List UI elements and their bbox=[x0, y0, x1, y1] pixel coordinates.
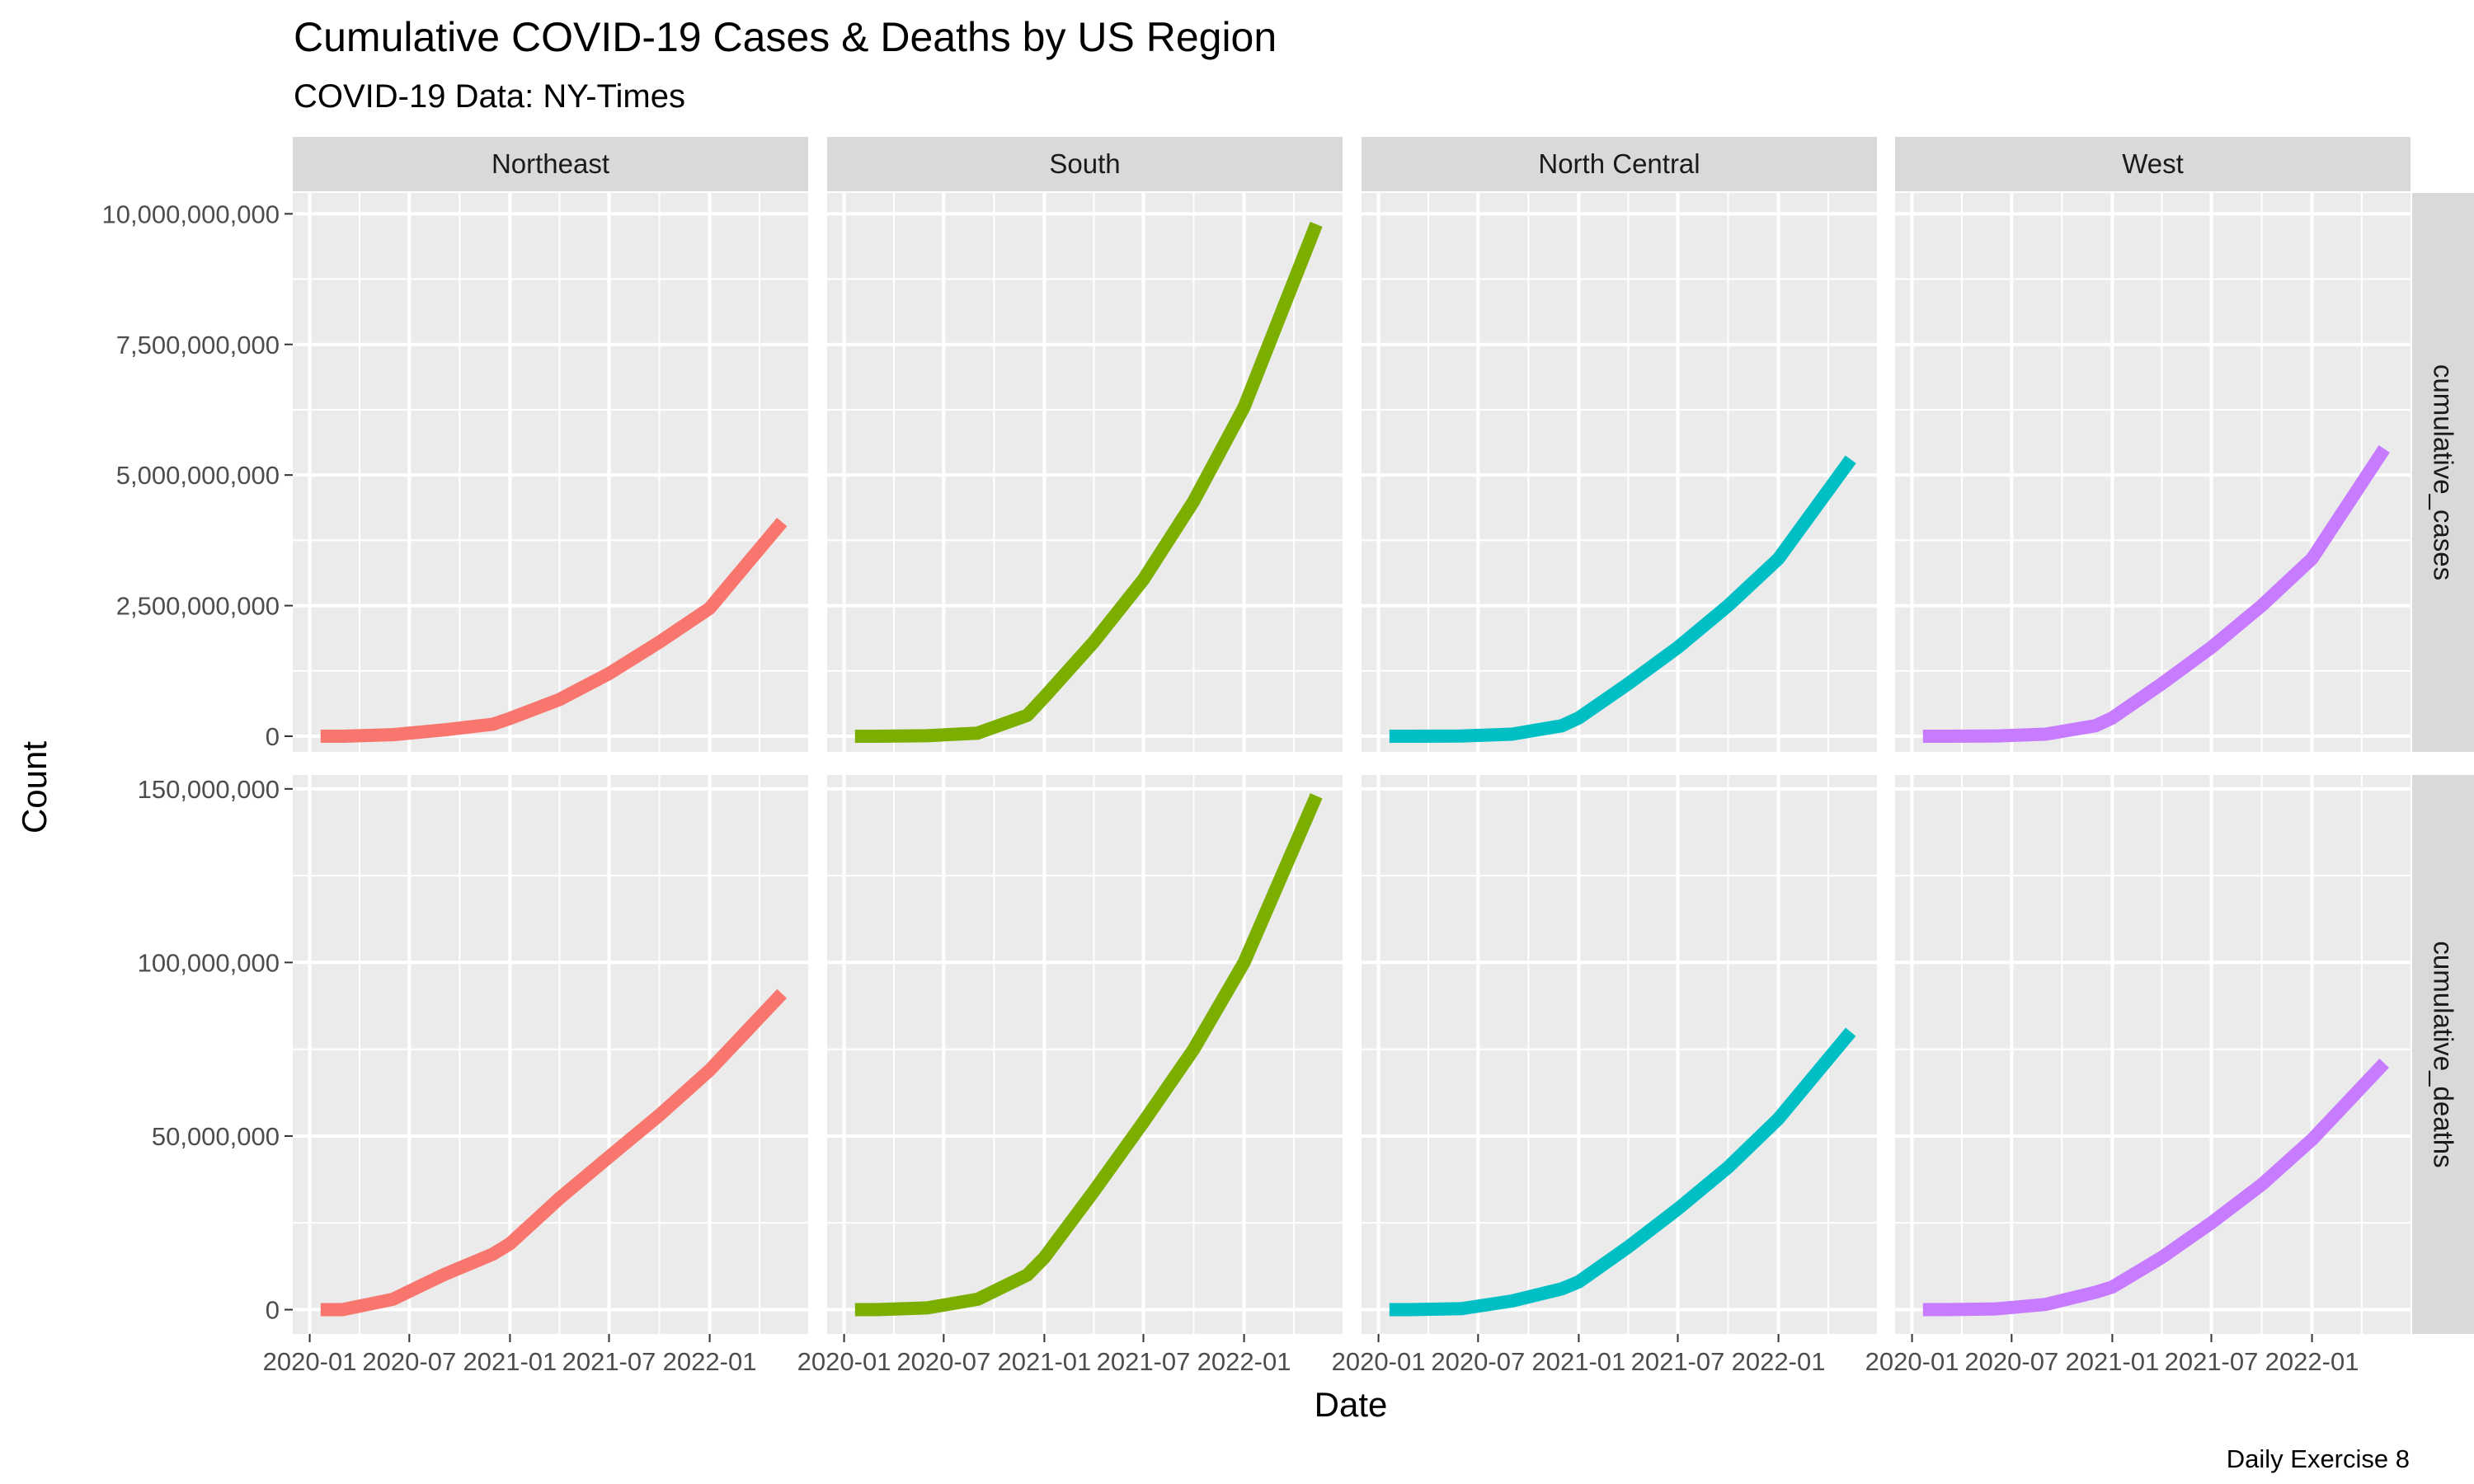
y-tick-label: 2,500,000,000 bbox=[116, 592, 280, 621]
x-tick-label: 2020-01 bbox=[1332, 1347, 1426, 1376]
caption: Daily Exercise 8 bbox=[2227, 1444, 2410, 1473]
panel-background bbox=[1362, 193, 1877, 752]
column-strip-label: West bbox=[2122, 148, 2184, 179]
series-line-north-central bbox=[1389, 1027, 1856, 1317]
y-tick-label: 0 bbox=[266, 722, 280, 751]
x-tick-label: 2020-07 bbox=[1431, 1347, 1525, 1376]
x-tick-label: 2021-07 bbox=[1097, 1347, 1191, 1376]
panel-background bbox=[1895, 775, 2411, 1334]
x-tick-label: 2020-01 bbox=[1865, 1347, 1959, 1376]
x-tick-label: 2022-01 bbox=[2265, 1347, 2359, 1376]
series-line-west bbox=[1922, 445, 2390, 743]
facet-grid: Northeast South North Central West cumulativ… bbox=[102, 137, 2474, 1376]
x-tick-label: 2021-01 bbox=[998, 1347, 1092, 1376]
panel-background bbox=[1895, 193, 2411, 752]
y-tick-label: 7,500,000,000 bbox=[116, 331, 280, 359]
x-tick-label: 2021-01 bbox=[1532, 1347, 1626, 1376]
series-line-north-central bbox=[1389, 455, 1856, 743]
x-tick-label: 2022-01 bbox=[663, 1347, 757, 1376]
x-tick-label: 2021-07 bbox=[2165, 1347, 2259, 1376]
x-tick-label: 2021-01 bbox=[463, 1347, 557, 1376]
y-tick-label: 10,000,000,000 bbox=[102, 200, 280, 228]
chart-title: Cumulative COVID-19 Cases & Deaths by US… bbox=[294, 14, 1277, 60]
series-line-northeast bbox=[320, 518, 788, 743]
y-tick-label: 0 bbox=[266, 1296, 280, 1325]
y-tick-label: 50,000,000 bbox=[152, 1122, 280, 1151]
x-tick-label: 2021-07 bbox=[1631, 1347, 1725, 1376]
series-line-northeast bbox=[320, 989, 788, 1317]
panel-background bbox=[293, 193, 808, 752]
x-tick-label: 2020-07 bbox=[1964, 1347, 2058, 1376]
x-tick-label: 2022-01 bbox=[1732, 1347, 1826, 1376]
row-strip-label: cumulative_deaths bbox=[2429, 941, 2459, 1167]
y-axis-title: Count bbox=[15, 741, 54, 834]
panel-background bbox=[827, 775, 1343, 1334]
column-strip-label: North Central bbox=[1538, 148, 1700, 179]
panel-background bbox=[827, 193, 1343, 752]
x-tick-label: 2022-01 bbox=[1197, 1347, 1291, 1376]
row-strip bbox=[2412, 193, 2474, 752]
x-axis-title: Date bbox=[1315, 1385, 1388, 1424]
row-strip-label: cumulative_cases bbox=[2429, 364, 2459, 580]
x-tick-label: 2020-07 bbox=[362, 1347, 456, 1376]
row-strip bbox=[2412, 775, 2474, 1334]
x-tick-label: 2020-07 bbox=[896, 1347, 990, 1376]
series-line-south bbox=[854, 222, 1323, 743]
series-line-west bbox=[1922, 1059, 2390, 1317]
column-strip bbox=[293, 137, 808, 191]
x-tick-label: 2021-01 bbox=[2066, 1347, 2160, 1376]
column-strip bbox=[827, 137, 1343, 191]
panel-background bbox=[1362, 775, 1877, 1334]
column-strip bbox=[1362, 137, 1877, 191]
x-tick-label: 2020-01 bbox=[263, 1347, 357, 1376]
column-strip-label: Northeast bbox=[492, 148, 609, 179]
y-tick-label: 150,000,000 bbox=[138, 775, 280, 804]
series-line-south bbox=[854, 793, 1323, 1317]
column-strip-label: South bbox=[1049, 148, 1120, 179]
x-tick-label: 2020-01 bbox=[797, 1347, 891, 1376]
column-strip bbox=[1895, 137, 2411, 191]
chart-subtitle: COVID-19 Data: NY-Times bbox=[294, 78, 685, 115]
x-tick-label: 2021-07 bbox=[562, 1347, 656, 1376]
y-tick-label: 5,000,000,000 bbox=[116, 461, 280, 490]
y-tick-label: 100,000,000 bbox=[138, 948, 280, 977]
